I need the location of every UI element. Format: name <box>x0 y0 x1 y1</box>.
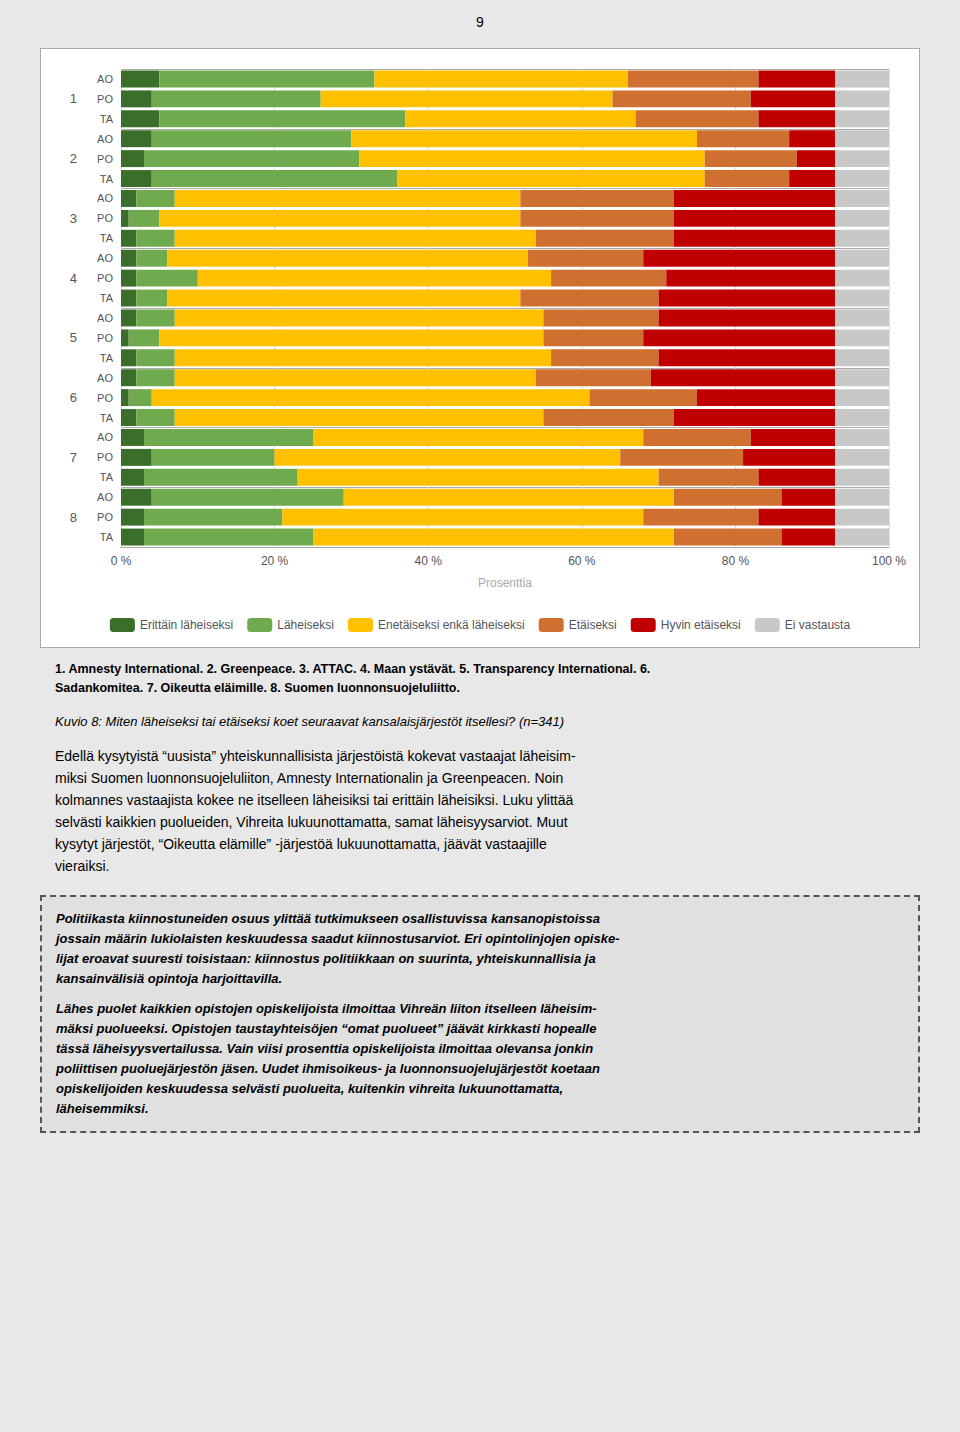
svg-text:0 %: 0 % <box>111 554 132 568</box>
html-text:opiskelijoiden keskuudessa sel: opiskelijoiden keskuudessa selvästi puol… <box>56 1081 564 1096</box>
svg-text:TA: TA <box>100 173 114 185</box>
svg-text:PO: PO <box>97 332 113 344</box>
svg-text:6: 6 <box>70 390 77 405</box>
svg-text:TA: TA <box>100 292 114 304</box>
svg-text:80 %: 80 % <box>722 554 750 568</box>
svg-text:PO: PO <box>97 392 113 404</box>
svg-text:PO: PO <box>97 511 113 523</box>
svg-text:2: 2 <box>70 151 77 166</box>
svg-text:AO: AO <box>97 133 113 145</box>
html-text:Lähes puolet kaikkien opistoje: Lähes puolet kaikkien opistojen opiskeli… <box>56 1001 597 1016</box>
svg-text:Enetäiseksi enkä läheiseksi: Enetäiseksi enkä läheiseksi <box>378 618 525 632</box>
svg-text:TA: TA <box>100 531 114 543</box>
html-text:Sadankomitea. 7. Oikeutta eläi: Sadankomitea. 7. Oikeutta eläimille. 8. … <box>55 681 460 695</box>
svg-text:AO: AO <box>97 252 113 264</box>
svg-text:5: 5 <box>70 330 77 345</box>
svg-text:40 %: 40 % <box>415 554 443 568</box>
svg-text:Erittäin läheiseksi: Erittäin läheiseksi <box>140 618 233 632</box>
svg-text:TA: TA <box>100 113 114 125</box>
svg-text:1: 1 <box>70 91 77 106</box>
svg-text:20 %: 20 % <box>261 554 289 568</box>
svg-text:PO: PO <box>97 93 113 105</box>
svg-text:AO: AO <box>97 73 113 85</box>
svg-text:PO: PO <box>97 272 113 284</box>
svg-text:TA: TA <box>100 471 114 483</box>
svg-text:Läheiseksi: Läheiseksi <box>277 618 334 632</box>
svg-text:100 %: 100 % <box>872 554 906 568</box>
svg-text:AO: AO <box>97 431 113 443</box>
html-text:Edellä kysytyistä “uusista” yh: Edellä kysytyistä “uusista” yhteiskunnal… <box>55 748 576 764</box>
html-text:9: 9 <box>476 14 484 30</box>
svg-text:PO: PO <box>97 153 113 165</box>
svg-text:TA: TA <box>100 412 114 424</box>
html-text:vieraiksi.: vieraiksi. <box>55 858 110 874</box>
svg-text:PO: PO <box>97 212 113 224</box>
html-text:kysytyt järjestöt, “Oikeutta e: kysytyt järjestöt, “Oikeutta elämille” -… <box>55 836 547 852</box>
svg-text:3: 3 <box>70 211 77 226</box>
svg-text:4: 4 <box>70 271 77 286</box>
html-text:lijat eroavat suuresti toisist: lijat eroavat suuresti toisistaan: kiinn… <box>56 951 596 966</box>
html-text:kolmannes vastaajista kokee ne: kolmannes vastaajista kokee ne itselleen… <box>55 792 574 808</box>
html-text:miksi Suomen luonnonsuojelulii: miksi Suomen luonnonsuojeluliiton, Amnes… <box>55 770 564 786</box>
html-text:Kuvio 8: Miten läheiseksi tai: Kuvio 8: Miten läheiseksi tai etäiseksi … <box>55 714 565 729</box>
svg-text:7: 7 <box>70 450 77 465</box>
svg-text:Hyvin etäiseksi: Hyvin etäiseksi <box>661 618 741 632</box>
html-text:läheisemmiksi.: läheisemmiksi. <box>56 1101 149 1116</box>
html-text:1. Amnesty International. 2. G: 1. Amnesty International. 2. Greenpeace.… <box>55 662 651 676</box>
svg-text:AO: AO <box>97 491 113 503</box>
svg-text:PO: PO <box>97 451 113 463</box>
svg-text:AO: AO <box>97 372 113 384</box>
svg-text:AO: AO <box>97 192 113 204</box>
html-text:poliittisen puoluejärjestön jä: poliittisen puoluejärjestön jäsen. Uudet… <box>56 1061 600 1076</box>
html-text:selvästi kaikkien puolueiden,: selvästi kaikkien puolueiden, Vihreita l… <box>55 814 568 830</box>
svg-text:Ei vastausta: Ei vastausta <box>785 618 851 632</box>
svg-text:AO: AO <box>97 312 113 324</box>
html-text:jossain määrin lukiolaisten ke: jossain määrin lukiolaisten keskuudessa … <box>56 931 620 946</box>
html-text:kansainvälisiä opintoja harjoi: kansainvälisiä opintoja harjoittavilla. <box>56 971 283 986</box>
svg-text:60 %: 60 % <box>568 554 596 568</box>
svg-text:TA: TA <box>100 232 114 244</box>
html-text:tässä läheisyysvertailussa. Va: tässä läheisyysvertailussa. Vain viisi p… <box>56 1041 594 1056</box>
html-text:mäksi puolueeksi. Opistojen ta: mäksi puolueeksi. Opistojen taustayhteis… <box>56 1021 597 1036</box>
svg-text:Prosenttia: Prosenttia <box>478 576 532 590</box>
svg-text:Etäiseksi: Etäiseksi <box>569 618 617 632</box>
svg-text:8: 8 <box>70 510 77 525</box>
html-text:Politiikasta kiinnostuneiden o: Politiikasta kiinnostuneiden osuus ylitt… <box>56 911 600 926</box>
svg-text:TA: TA <box>100 352 114 364</box>
